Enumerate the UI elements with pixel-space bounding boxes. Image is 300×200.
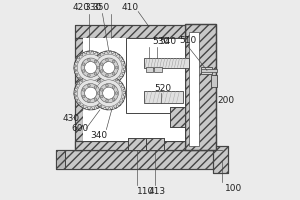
Bar xyxy=(144,58,189,68)
Circle shape xyxy=(97,92,100,95)
Bar xyxy=(185,24,216,150)
Bar xyxy=(144,91,183,103)
Circle shape xyxy=(100,95,103,98)
Text: 110: 110 xyxy=(137,187,154,196)
Bar xyxy=(189,32,199,146)
Circle shape xyxy=(81,84,100,103)
Circle shape xyxy=(100,63,103,66)
Text: 340: 340 xyxy=(90,131,107,140)
Bar xyxy=(146,138,164,150)
Circle shape xyxy=(115,66,118,69)
Circle shape xyxy=(88,59,90,61)
Bar xyxy=(146,67,153,72)
Bar xyxy=(211,75,217,87)
Bar xyxy=(128,138,146,150)
Bar xyxy=(75,25,185,38)
Circle shape xyxy=(95,54,122,81)
Circle shape xyxy=(77,80,104,107)
Polygon shape xyxy=(92,77,125,110)
Circle shape xyxy=(88,74,90,77)
Text: 530: 530 xyxy=(152,37,169,46)
Circle shape xyxy=(115,92,118,95)
Circle shape xyxy=(94,98,97,101)
Text: 100: 100 xyxy=(225,184,242,193)
Circle shape xyxy=(100,70,103,72)
Bar xyxy=(56,150,65,169)
Circle shape xyxy=(103,87,115,99)
Bar xyxy=(126,38,185,113)
Circle shape xyxy=(82,88,85,91)
Text: 420: 420 xyxy=(72,3,89,12)
Circle shape xyxy=(103,62,115,74)
Circle shape xyxy=(99,58,118,77)
Text: 430: 430 xyxy=(62,114,80,123)
Bar xyxy=(185,24,216,150)
Polygon shape xyxy=(92,51,125,84)
Circle shape xyxy=(88,84,90,87)
Bar xyxy=(56,150,222,169)
Text: 410: 410 xyxy=(122,3,139,12)
Circle shape xyxy=(106,59,108,61)
Circle shape xyxy=(82,95,85,98)
Bar xyxy=(75,38,83,150)
Bar xyxy=(56,150,222,169)
Bar xyxy=(201,69,217,72)
Text: 510: 510 xyxy=(179,36,197,45)
Circle shape xyxy=(112,98,115,101)
Circle shape xyxy=(112,60,115,63)
Circle shape xyxy=(85,87,97,99)
Text: 350: 350 xyxy=(93,3,110,12)
Bar xyxy=(83,38,185,141)
Bar xyxy=(170,107,185,127)
Polygon shape xyxy=(74,51,107,84)
Bar xyxy=(56,150,65,169)
Circle shape xyxy=(82,70,85,72)
Circle shape xyxy=(94,72,97,75)
Text: 330: 330 xyxy=(84,3,101,12)
Circle shape xyxy=(106,99,108,102)
Bar xyxy=(75,141,185,150)
Circle shape xyxy=(95,80,122,107)
Polygon shape xyxy=(74,77,107,110)
Circle shape xyxy=(97,66,100,69)
Bar xyxy=(170,107,185,127)
Circle shape xyxy=(88,99,90,102)
Bar xyxy=(75,25,185,38)
Circle shape xyxy=(112,72,115,75)
Bar xyxy=(75,38,83,150)
Circle shape xyxy=(77,54,104,81)
Circle shape xyxy=(94,86,97,88)
Text: 540: 540 xyxy=(159,37,177,46)
Text: 200: 200 xyxy=(218,96,235,105)
Bar xyxy=(213,146,228,173)
Circle shape xyxy=(106,84,108,87)
Circle shape xyxy=(85,62,97,74)
Circle shape xyxy=(99,84,118,103)
Bar xyxy=(128,138,146,150)
Bar xyxy=(213,146,228,173)
Bar xyxy=(201,67,212,74)
Circle shape xyxy=(100,88,103,91)
Bar xyxy=(146,138,164,150)
Text: 520: 520 xyxy=(154,84,171,93)
Circle shape xyxy=(82,63,85,66)
Circle shape xyxy=(81,58,100,77)
Circle shape xyxy=(94,60,97,63)
Text: 413: 413 xyxy=(149,187,166,196)
Circle shape xyxy=(106,74,108,77)
Bar xyxy=(75,141,185,150)
Bar xyxy=(154,67,162,72)
Circle shape xyxy=(112,86,115,88)
Text: 600: 600 xyxy=(71,124,88,133)
